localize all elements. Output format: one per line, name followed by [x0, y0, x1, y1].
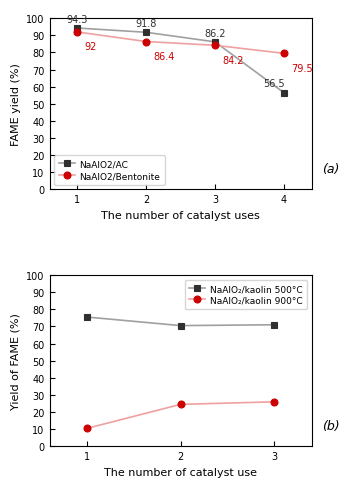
X-axis label: The number of catalyst use: The number of catalyst use — [104, 467, 257, 477]
NaAlO2/AC — [75, 26, 79, 32]
NaAlO₂/kaolin 500°C — [272, 322, 276, 328]
NaAlO2/Bentonite — [213, 43, 217, 49]
Text: 56.5: 56.5 — [263, 79, 284, 89]
Text: (a): (a) — [322, 163, 339, 176]
Text: 94.3: 94.3 — [67, 15, 88, 24]
Legend: NaAlO₂/kaolin 500°C, NaAlO₂/kaolin 900°C: NaAlO₂/kaolin 500°C, NaAlO₂/kaolin 900°C — [184, 280, 307, 310]
NaAlO2/Bentonite — [144, 39, 148, 45]
Line: NaAlO2/AC: NaAlO2/AC — [74, 25, 287, 97]
Line: NaAlO2/Bentonite: NaAlO2/Bentonite — [74, 29, 287, 58]
Y-axis label: Yield of FAME (%): Yield of FAME (%) — [11, 312, 21, 409]
NaAlO2/AC — [213, 40, 217, 46]
NaAlO2/AC — [144, 30, 148, 36]
NaAlO2/AC — [282, 91, 286, 96]
NaAlO2/Bentonite — [75, 30, 79, 36]
NaAlO₂/kaolin 900°C — [85, 426, 89, 432]
Text: 92: 92 — [84, 42, 96, 52]
Text: 79.5: 79.5 — [291, 64, 313, 73]
NaAlO₂/kaolin 900°C — [272, 399, 276, 405]
Text: 86.2: 86.2 — [204, 28, 226, 38]
Line: NaAlO₂/kaolin 500°C: NaAlO₂/kaolin 500°C — [84, 314, 278, 329]
NaAlO₂/kaolin 500°C — [178, 323, 183, 329]
Text: 86.4: 86.4 — [153, 52, 174, 62]
NaAlO₂/kaolin 500°C — [85, 314, 89, 320]
Text: 84.2: 84.2 — [222, 56, 244, 66]
NaAlO2/Bentonite — [282, 51, 286, 57]
Line: NaAlO₂/kaolin 900°C: NaAlO₂/kaolin 900°C — [84, 398, 278, 432]
NaAlO₂/kaolin 900°C — [178, 402, 183, 408]
Legend: NaAlO2/AC, NaAlO2/Bentonite: NaAlO2/AC, NaAlO2/Bentonite — [54, 156, 165, 186]
Text: (b): (b) — [322, 420, 339, 432]
X-axis label: The number of catalyst uses: The number of catalyst uses — [101, 210, 260, 220]
Text: 91.8: 91.8 — [135, 19, 157, 29]
Y-axis label: FAME yield (%): FAME yield (%) — [11, 63, 21, 146]
